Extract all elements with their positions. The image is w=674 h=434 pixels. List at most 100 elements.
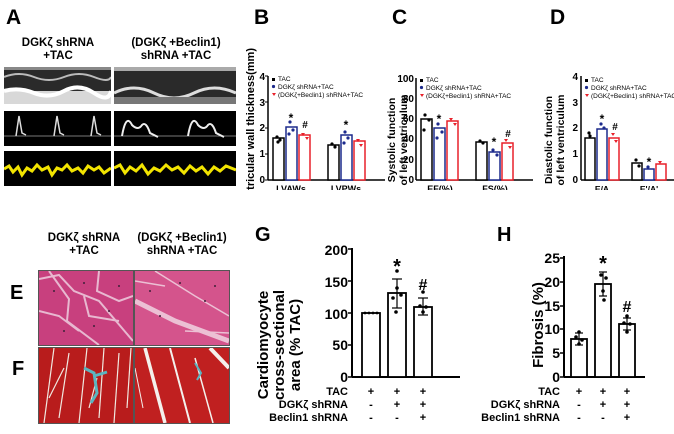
panel-label-a: A [6, 6, 22, 29]
he-stain-image-dgk [38, 270, 134, 346]
svg-text:20: 20 [544, 274, 560, 290]
svg-text:Fibrosis (%): Fibrosis (%) [530, 282, 547, 368]
svg-text:10: 10 [544, 321, 560, 337]
svg-text:DGKζ shRNA: DGKζ shRNA [279, 399, 348, 411]
masson-trichrome-image-dgk-beclin [134, 347, 230, 424]
y-axis-label: Left ventricular wall thickness(mm) [245, 48, 257, 190]
svg-text:#: # [419, 277, 428, 294]
panel-label-f: F [12, 358, 25, 380]
svg-text:60: 60 [403, 114, 415, 125]
m-mode-echo-image-dgk-beclin [114, 67, 236, 104]
svg-text:*: * [393, 256, 401, 278]
svg-text:LVPWs: LVPWs [331, 184, 361, 190]
condition-label-dgk-beclin: (DGKζ +Beclin1) shRNA +TAC [131, 37, 221, 62]
svg-text:2: 2 [572, 123, 578, 134]
svg-text:+: + [420, 412, 426, 424]
svg-text:+: + [624, 386, 630, 398]
svg-text:EF(%): EF(%) [427, 184, 453, 190]
svg-text:100: 100 [325, 306, 349, 322]
svg-text:*: * [600, 112, 605, 126]
svg-text:40: 40 [403, 134, 415, 145]
doppler-image-dgk [4, 111, 111, 146]
tissue-doppler-image-dgk-beclin [114, 151, 236, 186]
panel-label-h: H [497, 224, 512, 246]
condition-label-dgk-beclin-histology: (DGKζ +Beclin1) shRNA +TAC [137, 232, 227, 257]
masson-trichrome-image-dgk [38, 347, 134, 424]
m-mode-echo-image-dgk [4, 67, 111, 104]
svg-text:*: * [437, 112, 442, 126]
svg-text:-: - [577, 412, 581, 424]
svg-text:+: + [420, 386, 426, 398]
svg-text:+: + [420, 399, 426, 411]
svg-text:(DGKζ+Beclin1) shRNA+TAC: (DGKζ+Beclin1) shRNA+TAC [426, 93, 511, 100]
svg-text:DGKζ shRNA: DGKζ shRNA [491, 399, 560, 411]
tissue-doppler-image-dgk [4, 151, 111, 186]
svg-text:(DGKζ+Beclin1) shRNA+TAC: (DGKζ+Beclin1) shRNA+TAC [278, 92, 363, 99]
svg-text:-: - [369, 412, 373, 424]
svg-text:Cardiomyocytecross-sectionalar: Cardiomyocytecross-sectionalarea (% TAC) [255, 290, 304, 400]
svg-text:3: 3 [259, 98, 265, 109]
svg-text:50: 50 [332, 337, 348, 353]
svg-text:Beclin1 shRNA: Beclin1 shRNA [269, 412, 348, 424]
svg-text:-: - [395, 412, 399, 424]
panel-label-d: D [550, 6, 566, 29]
svg-text:+: + [394, 386, 400, 398]
svg-text:DGKζ shRNA+TAC: DGKζ shRNA+TAC [426, 85, 482, 92]
svg-text:*: * [492, 135, 497, 149]
condition-label-dgk-histology: DGKζ shRNA +TAC [47, 232, 121, 257]
svg-text:LVAWs: LVAWs [276, 184, 306, 190]
svg-text:Diastolic functionof left vent: Diastolic functionof left ventriculum [543, 94, 567, 185]
svg-text:TAC: TAC [591, 77, 604, 84]
chart-b-lv-wall-thickness: Left ventricular wall thickness(mm) 0 1 2 3… [245, 48, 385, 190]
chart-c-systolic-function: Systolic functionof left ventriculum 0 20… [386, 74, 533, 190]
svg-text:E/A: E/A [595, 184, 609, 190]
svg-text:*: * [289, 111, 294, 125]
chart-h-fibrosis: Fibrosis (%) 0 5 10 15 20 25 * # TAC DGKζ shRN… [481, 250, 645, 424]
svg-text:Beclin1 shRNA: Beclin1 shRNA [481, 412, 560, 424]
svg-text:-: - [369, 399, 373, 411]
svg-text:+: + [394, 399, 400, 411]
svg-text:100: 100 [397, 74, 414, 85]
svg-text:-: - [577, 399, 581, 411]
svg-text:5: 5 [552, 345, 560, 361]
svg-text:25: 25 [544, 250, 560, 266]
svg-text:15: 15 [544, 298, 560, 314]
svg-text:#: # [505, 129, 511, 140]
svg-text:DGKζ shRNA+TAC: DGKζ shRNA+TAC [278, 84, 334, 91]
svg-text:TAC: TAC [326, 386, 348, 398]
svg-text:0: 0 [572, 175, 578, 186]
he-stain-image-dgk-beclin [134, 270, 230, 346]
condition-label-dgk: DGKζ shRNA +TAC [21, 37, 95, 62]
chart-g-cardiomyocyte-area: Cardiomyocytecross-sectionalarea (% TAC)… [255, 242, 460, 424]
svg-text:4: 4 [259, 72, 265, 83]
panel-label-e: E [10, 282, 24, 304]
panel-label-b: B [254, 6, 270, 29]
svg-text:20: 20 [403, 155, 415, 166]
panel-label-c: C [392, 6, 408, 29]
chart-d-diastolic-function: Diastolic functionof left ventriculum 0 1… [543, 72, 674, 190]
panel-label-g: G [255, 224, 271, 246]
svg-text:E'/A': E'/A' [640, 184, 658, 190]
svg-text:200: 200 [325, 242, 349, 258]
svg-text:+: + [624, 399, 630, 411]
doppler-image-dgk-beclin [114, 111, 236, 146]
svg-text:Systolic functionof left ventr: Systolic functionof left ventriculum [386, 94, 410, 185]
svg-text:0: 0 [408, 175, 414, 186]
svg-text:*: * [344, 118, 349, 132]
svg-text:0: 0 [340, 369, 348, 385]
svg-text:80: 80 [403, 94, 415, 105]
svg-text:3: 3 [572, 98, 578, 109]
svg-text:0: 0 [259, 175, 265, 186]
svg-text:4: 4 [572, 72, 578, 83]
svg-text:+: + [368, 386, 374, 398]
svg-text:TAC: TAC [426, 77, 439, 84]
svg-text:#: # [612, 122, 618, 133]
svg-text:(DGKζ+Beclin1) shRNA+TAC: (DGKζ+Beclin1) shRNA+TAC [591, 93, 674, 100]
svg-text:-: - [601, 412, 605, 424]
svg-text:TAC: TAC [278, 76, 291, 83]
svg-text:+: + [600, 399, 606, 411]
svg-text:+: + [624, 412, 630, 424]
svg-text:#: # [623, 299, 632, 316]
svg-text:#: # [302, 120, 308, 131]
svg-text:*: * [599, 253, 607, 275]
